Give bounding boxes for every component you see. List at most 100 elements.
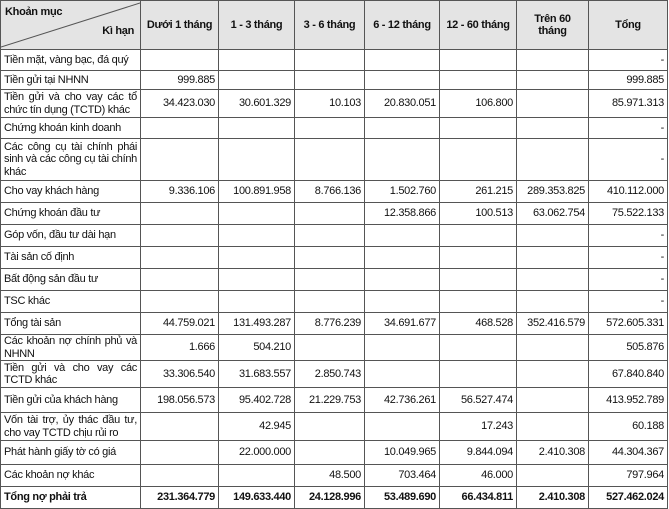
cell-value [516, 89, 589, 118]
cell-value: 289.353.825 [516, 180, 589, 203]
diagonal-divider [1, 2, 140, 48]
cell-value: 149.633.440 [218, 486, 295, 509]
cell-value: 504.210 [218, 334, 295, 361]
row-label: Tiền gửi và cho vay các TCTD khác [0, 360, 141, 388]
cell-value [294, 49, 365, 71]
cell-value: 468.528 [439, 312, 517, 335]
cell-value [516, 464, 589, 487]
cell-value [294, 138, 365, 181]
col-header: 12 - 60 tháng [439, 0, 517, 50]
cell-value: 17.243 [439, 412, 517, 441]
col-header: 3 - 6 tháng [294, 0, 365, 50]
table-row: Cho vay khách hàng 9.336.106 100.891.958 8.… [0, 180, 668, 203]
cell-value: - [588, 117, 668, 139]
table-row: Tổng nợ phải trả 231.364.779 149.633.440 24… [0, 486, 668, 509]
cell-value [439, 117, 517, 139]
cell-value [294, 334, 365, 361]
cell-value: 9.844.094 [439, 440, 517, 465]
row-label: Tiền gửi của khách hàng [0, 387, 141, 413]
cell-value: 2.410.308 [516, 440, 589, 465]
cell-value: 34.691.677 [364, 312, 440, 335]
cell-value: 9.336.106 [140, 180, 219, 203]
table-body: Tiền mặt, vàng bạc, đá quý - Tiền gửi tại … [0, 49, 668, 509]
cell-value [439, 268, 517, 291]
corner-row-label: Khoản mục [5, 6, 63, 18]
col-header: Dưới 1 tháng [140, 0, 219, 50]
table-row: Góp vốn, đầu tư dài hạn - [0, 224, 668, 247]
cell-value: 56.527.474 [439, 387, 517, 413]
cell-value [516, 387, 589, 413]
cell-value [516, 360, 589, 388]
row-label: Tiền gửi và cho vay các tổ chức tín dụng… [0, 89, 141, 118]
cell-value [439, 224, 517, 247]
cell-value [140, 117, 219, 139]
cell-value [294, 224, 365, 247]
table-row: Các khoản nợ khác 48.500 703.464 46.000 797.… [0, 464, 668, 487]
cell-value: 505.876 [588, 334, 668, 361]
cell-value: 60.188 [588, 412, 668, 441]
table-row: Tiền mặt, vàng bạc, đá quý - [0, 49, 668, 71]
cell-value [516, 117, 589, 139]
cell-value [140, 202, 219, 225]
cell-value: 44.759.021 [140, 312, 219, 335]
cell-value: - [588, 224, 668, 247]
table-row: Chứng khoán kinh doanh - [0, 117, 668, 139]
cell-value: 95.402.728 [218, 387, 295, 413]
cell-value: 527.462.024 [588, 486, 668, 509]
table-row: Tiền gửi và cho vay các TCTD khác 33.306.… [0, 360, 668, 388]
cell-value: - [588, 49, 668, 71]
cell-value [364, 138, 440, 181]
table-row: Các khoản nợ chính phủ và NHNN 1.666 504.2… [0, 334, 668, 361]
cell-value: 21.229.753 [294, 387, 365, 413]
col-header: 1 - 3 tháng [218, 0, 295, 50]
cell-value: 85.971.313 [588, 89, 668, 118]
cell-value: 2.410.308 [516, 486, 589, 509]
cell-value [516, 138, 589, 181]
table-row: Bất động sản đầu tư - [0, 268, 668, 291]
cell-value: 42.945 [218, 412, 295, 441]
cell-value [516, 268, 589, 291]
cell-value: 20.830.051 [364, 89, 440, 118]
cell-value: 999.885 [588, 70, 668, 90]
cell-value: 8.766.136 [294, 180, 365, 203]
cell-value: 231.364.779 [140, 486, 219, 509]
cell-value [140, 49, 219, 71]
cell-value [140, 464, 219, 487]
cell-value: 63.062.754 [516, 202, 589, 225]
cell-value: 34.423.030 [140, 89, 219, 118]
table-row: Tổng tài sản 44.759.021 131.493.287 8.776.2… [0, 312, 668, 335]
cell-value: 22.000.000 [218, 440, 295, 465]
cell-value [516, 412, 589, 441]
cell-value [218, 290, 295, 313]
cell-value [516, 70, 589, 90]
table-row: Vốn tài trợ, ủy thác đầu tư, cho vay TCT… [0, 412, 668, 441]
table-row: Các công cụ tài chính phái sinh và các c… [0, 138, 668, 181]
row-label: Bất động sản đầu tư [0, 268, 141, 291]
table-row: Tài sản cố định - [0, 246, 668, 269]
cell-value: 797.964 [588, 464, 668, 487]
cell-value [140, 290, 219, 313]
cell-value: 703.464 [364, 464, 440, 487]
cell-value: 44.304.367 [588, 440, 668, 465]
cell-value [364, 70, 440, 90]
cell-value [218, 138, 295, 181]
table-row: Tiền gửi và cho vay các tổ chức tín dụng… [0, 89, 668, 118]
cell-value: - [588, 138, 668, 181]
cell-value [218, 268, 295, 291]
cell-value [516, 290, 589, 313]
cell-value: 131.493.287 [218, 312, 295, 335]
cell-value [364, 334, 440, 361]
cell-value: - [588, 268, 668, 291]
cell-value [364, 268, 440, 291]
cell-value [218, 464, 295, 487]
cell-value [364, 117, 440, 139]
cell-value [218, 202, 295, 225]
cell-value [218, 246, 295, 269]
cell-value: 413.952.789 [588, 387, 668, 413]
cell-value: 198.056.573 [140, 387, 219, 413]
cell-value: 999.885 [140, 70, 219, 90]
cell-value: 410.112.000 [588, 180, 668, 203]
table-row: TSC khác - [0, 290, 668, 313]
cell-value: 100.891.958 [218, 180, 295, 203]
